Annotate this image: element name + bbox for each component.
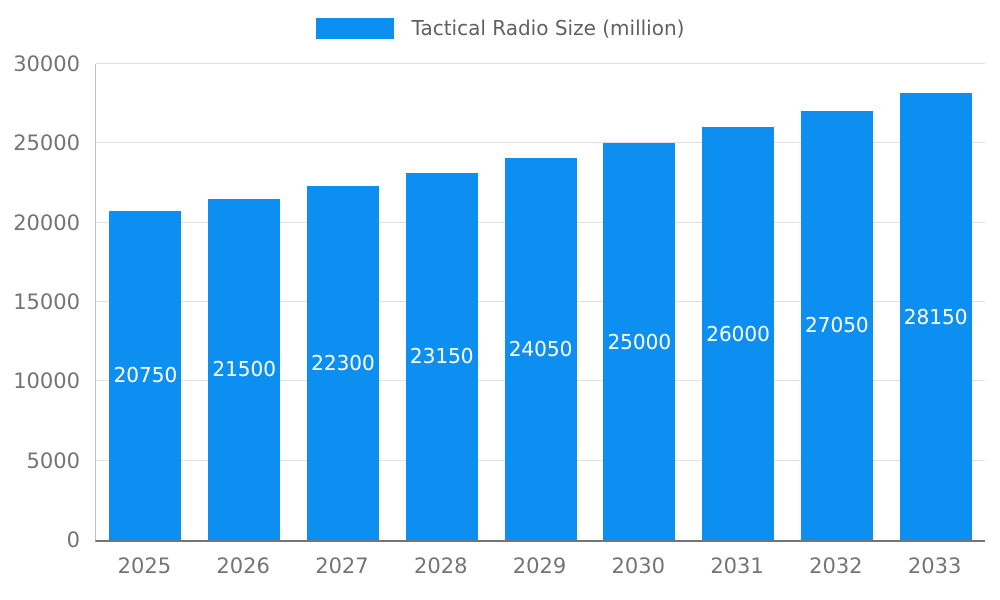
x-axis-tick-label: 2032: [809, 554, 863, 578]
x-axis-tick-label: 2031: [710, 554, 764, 578]
y-axis-tick-label: 10000: [13, 369, 80, 394]
bar-value-label: 20750: [113, 363, 178, 388]
bar-value-label: 25000: [607, 329, 672, 354]
bar-value-label: 23150: [409, 344, 474, 369]
x-axis-tick-label: 2028: [413, 554, 468, 578]
bar-2030: 25000: [603, 143, 676, 540]
bar-2033: 28150: [899, 93, 972, 540]
x-axis-tick-label: 2026: [216, 554, 270, 578]
bar-2029: 24050: [504, 158, 577, 540]
bar-value-label: 21500: [212, 357, 276, 382]
bar-2028: 23150: [405, 172, 478, 540]
gridline: [96, 63, 985, 64]
bar-2031: 26000: [702, 127, 775, 540]
y-axis-tick-label: 30000: [13, 52, 80, 76]
x-axis-tick-label: 2030: [611, 554, 665, 578]
y-axis-tick-label: 0: [66, 528, 80, 552]
bar-value-label: 28150: [903, 304, 968, 329]
y-axis-tick-label: 20000: [13, 210, 80, 235]
bar-2025: 20750: [109, 210, 182, 540]
x-axis-tick-label: 2027: [315, 554, 369, 578]
bar-value-label: 27050: [805, 313, 869, 338]
y-axis-tick-label: 25000: [13, 131, 80, 156]
y-axis-tick-label: 5000: [26, 448, 80, 473]
gridline: [96, 142, 985, 144]
x-axis-tick-label: 2025: [117, 554, 172, 578]
bar-value-label: 26000: [706, 321, 770, 346]
chart-legend: Tactical Radio Size (million): [0, 16, 1000, 40]
bar-2032: 27050: [800, 110, 873, 540]
bar-2027: 22300: [306, 186, 379, 540]
legend-label: Tactical Radio Size (million): [411, 16, 685, 40]
x-axis-tick-label: 2029: [512, 554, 567, 578]
x-axis-tick-label: 2033: [907, 554, 962, 578]
plot-area: 20750 21500 22300 23150 24050 25000 26000 27050…: [95, 63, 985, 542]
legend-swatch-icon: [315, 17, 394, 39]
bar-value-label: 22300: [311, 351, 375, 376]
bar-2026: 21500: [208, 198, 281, 540]
bar-value-label: 24050: [508, 337, 573, 362]
y-axis-tick-label: 15000: [13, 290, 80, 314]
